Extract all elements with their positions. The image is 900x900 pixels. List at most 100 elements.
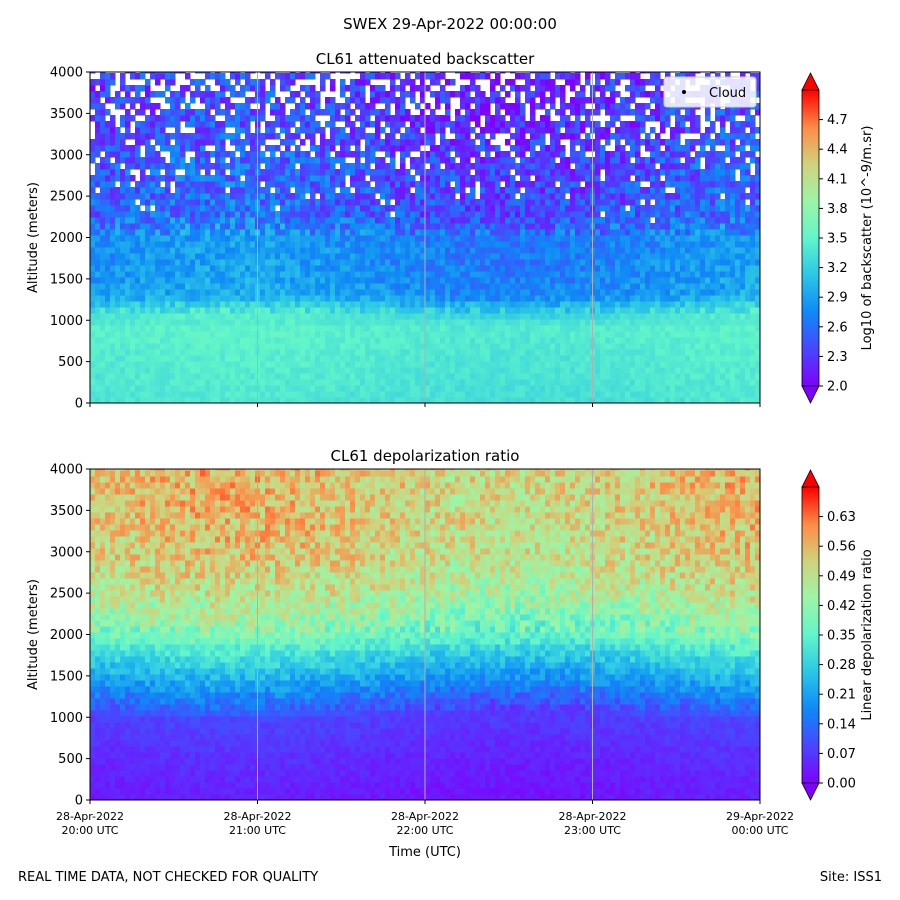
heatmap-cell [510, 379, 516, 386]
heatmap-cell [195, 109, 201, 116]
heatmap-cell [125, 157, 131, 164]
heatmap-cell [235, 265, 241, 272]
heatmap-cell [180, 235, 186, 242]
heatmap-cell [205, 373, 211, 380]
heatmap-cell [325, 151, 331, 158]
heatmap-cell [115, 271, 121, 278]
heatmap-cell [445, 259, 451, 266]
heatmap-cell [130, 151, 136, 158]
heatmap-cell [440, 343, 446, 350]
heatmap-cell [135, 325, 141, 332]
heatmap-cell [235, 175, 241, 182]
heatmap-cell [220, 217, 226, 224]
heatmap-cell [240, 349, 246, 356]
heatmap-cell [100, 391, 106, 398]
heatmap-cell [345, 283, 351, 290]
heatmap-cell [485, 229, 491, 236]
heatmap-cell [210, 187, 216, 194]
heatmap-cell [100, 331, 106, 338]
heatmap-cell [175, 319, 181, 326]
heatmap-cell [175, 151, 181, 158]
heatmap-cell [300, 367, 306, 374]
heatmap-cell [265, 205, 271, 212]
heatmap-cell [505, 211, 511, 218]
heatmap-cell [470, 325, 476, 332]
heatmap-cell [265, 361, 271, 368]
heatmap-cell [480, 241, 486, 248]
heatmap-cell [575, 343, 581, 350]
heatmap-cell [465, 73, 471, 80]
heatmap-cell [440, 72, 446, 74]
heatmap-cell [370, 217, 376, 224]
heatmap-cell [160, 241, 166, 248]
heatmap-cell [275, 331, 281, 338]
heatmap-cell [280, 343, 286, 350]
heatmap-cell [470, 391, 476, 398]
heatmap-cell [390, 91, 396, 98]
heatmap-cell [560, 151, 566, 158]
heatmap-cell [115, 157, 121, 164]
heatmap-cell [400, 151, 406, 158]
heatmap-cell [305, 385, 311, 392]
heatmap-cell [535, 241, 541, 248]
heatmap-cell [565, 72, 571, 74]
heatmap-cell [245, 193, 251, 200]
heatmap-cell [190, 193, 196, 200]
heatmap-cell [270, 391, 276, 398]
heatmap-cell [500, 115, 506, 122]
heatmap-cell [90, 313, 96, 320]
heatmap-cell [380, 169, 386, 176]
heatmap-cell [205, 229, 211, 236]
heatmap-cell [515, 367, 521, 374]
heatmap-cell [300, 72, 306, 74]
heatmap-cell [320, 109, 326, 116]
heatmap-cell [360, 163, 366, 170]
heatmap-cell [330, 193, 336, 200]
heatmap-cell [305, 307, 311, 314]
heatmap-cell [150, 319, 156, 326]
heatmap-cell [260, 385, 266, 392]
heatmap-cell [215, 121, 221, 128]
heatmap-cell [300, 361, 306, 368]
heatmap-cell [515, 145, 521, 152]
heatmap-cell [335, 355, 341, 362]
heatmap-cell [305, 265, 311, 272]
heatmap-cell [225, 283, 231, 290]
heatmap-cell [560, 73, 566, 80]
heatmap-cell [115, 259, 121, 266]
heatmap-cell [530, 259, 536, 266]
heatmap-cell [100, 175, 106, 182]
heatmap-cell [360, 283, 366, 290]
heatmap-cell [95, 259, 101, 266]
heatmap-cell [425, 277, 431, 284]
heatmap-cell [220, 229, 226, 236]
heatmap-cell [485, 367, 491, 374]
heatmap-cell [170, 397, 176, 403]
heatmap-cell [390, 379, 396, 386]
heatmap-cell [350, 361, 356, 368]
heatmap-cell [265, 295, 271, 302]
heatmap-cell [470, 109, 476, 116]
heatmap-cell [440, 307, 446, 314]
heatmap-cell [320, 337, 326, 344]
heatmap-cell [360, 187, 366, 194]
heatmap-cell [575, 121, 581, 128]
heatmap-cell [365, 373, 371, 380]
heatmap-cell [330, 373, 336, 380]
heatmap-cell [155, 361, 161, 368]
heatmap-cell [450, 295, 456, 302]
heatmap-cell [230, 181, 236, 188]
heatmap-cell [120, 307, 126, 314]
heatmap-cell [120, 289, 126, 296]
heatmap-cell [245, 307, 251, 314]
heatmap-cell [295, 217, 301, 224]
heatmap-cell [425, 265, 431, 272]
heatmap-cell [315, 361, 321, 368]
heatmap-cell [175, 229, 181, 236]
heatmap-cell [330, 72, 336, 74]
heatmap-cell [575, 373, 581, 380]
heatmap-cell [385, 235, 391, 242]
heatmap-cell [380, 397, 386, 403]
heatmap-cell [280, 169, 286, 176]
heatmap-cell [440, 181, 446, 188]
